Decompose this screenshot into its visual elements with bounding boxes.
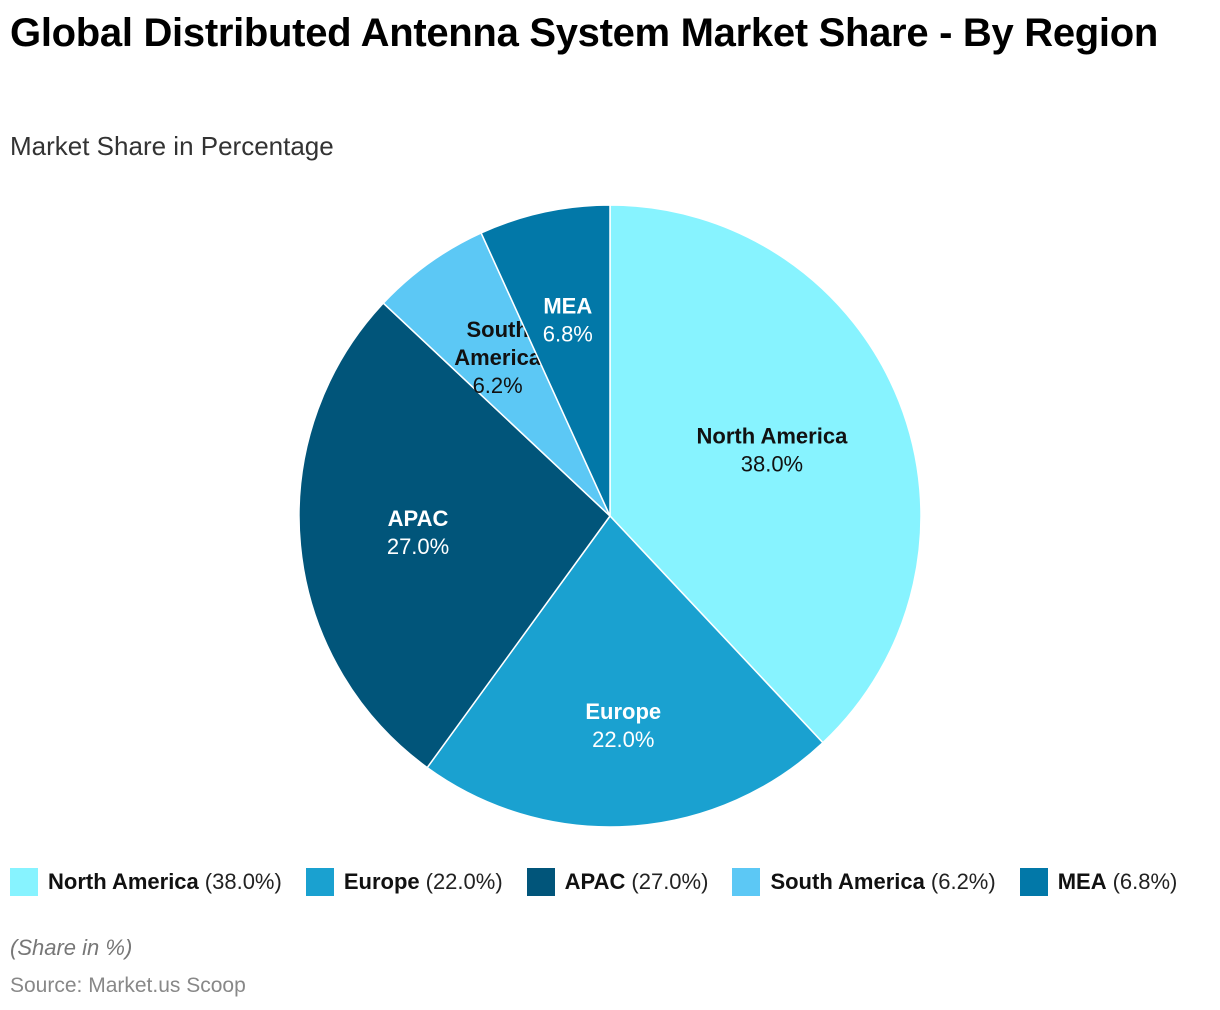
slice-value-south-america: 6.2% <box>473 373 523 398</box>
legend-value: (22.0%) <box>425 869 503 894</box>
source-text: Source: Market.us Scoop <box>10 974 246 997</box>
pie-chart-container: North America 38.0% Europe 22.0% APAC 27.0% So… <box>298 204 922 828</box>
slice-label-north-america: North America <box>697 424 849 449</box>
legend-label: South America <box>770 869 925 894</box>
slice-value-mea: 6.8% <box>543 321 593 346</box>
legend-swatch <box>732 868 761 896</box>
legend-item-apac[interactable]: APAC (27.0%) <box>526 868 709 896</box>
pie-slice-mea[interactable] <box>480 204 611 517</box>
slice-value-north-america: 38.0% <box>741 452 803 477</box>
pie-slice-north-america[interactable] <box>609 204 922 744</box>
slice-value-apac: 27.0% <box>387 534 449 559</box>
pie-slice-south-america[interactable] <box>382 231 611 517</box>
chart-subtitle: Market Share in Percentage <box>10 131 334 161</box>
legend-swatch <box>1019 868 1048 896</box>
legend-swatch <box>526 868 555 896</box>
legend-swatch <box>10 868 38 896</box>
legend-value: (6.8%) <box>1112 869 1178 894</box>
slice-label-mea: MEA <box>543 293 592 318</box>
legend-label: APAC <box>564 869 626 894</box>
legend: North America (38.0%) Europe (22.0%) APA… <box>10 866 1220 898</box>
legend-value: (38.0%) <box>204 869 282 894</box>
unit-note: (Share in %) <box>10 935 133 960</box>
legend-swatch <box>305 868 334 896</box>
legend-item-south-america[interactable]: South America (6.2%) <box>732 868 996 896</box>
legend-item-europe[interactable]: Europe (22.0%) <box>305 868 503 896</box>
slice-label-south-america: America <box>454 345 542 370</box>
pie-slice-apac[interactable] <box>298 302 611 769</box>
legend-label: Europe <box>343 869 420 894</box>
legend-value: (27.0%) <box>631 869 709 894</box>
legend-item-mea[interactable]: MEA (6.8%) <box>1019 868 1178 896</box>
slice-label-apac: APAC <box>388 506 449 531</box>
chart-title: Global Distributed Antenna System Market… <box>10 11 1159 55</box>
legend-label: MEA <box>1057 869 1107 894</box>
slice-value-europe: 22.0% <box>592 727 654 752</box>
slice-label-europe: Europe <box>585 699 661 724</box>
legend-item-north-america[interactable]: North America (38.0%) <box>10 868 282 896</box>
legend-value: (6.2%) <box>930 869 996 894</box>
pie-chart: North America 38.0% Europe 22.0% APAC 27.0% So… <box>298 204 922 828</box>
slice-label-south-america: South <box>466 317 528 342</box>
legend-label: North America <box>48 869 199 894</box>
pie-slice-europe[interactable] <box>426 514 824 828</box>
